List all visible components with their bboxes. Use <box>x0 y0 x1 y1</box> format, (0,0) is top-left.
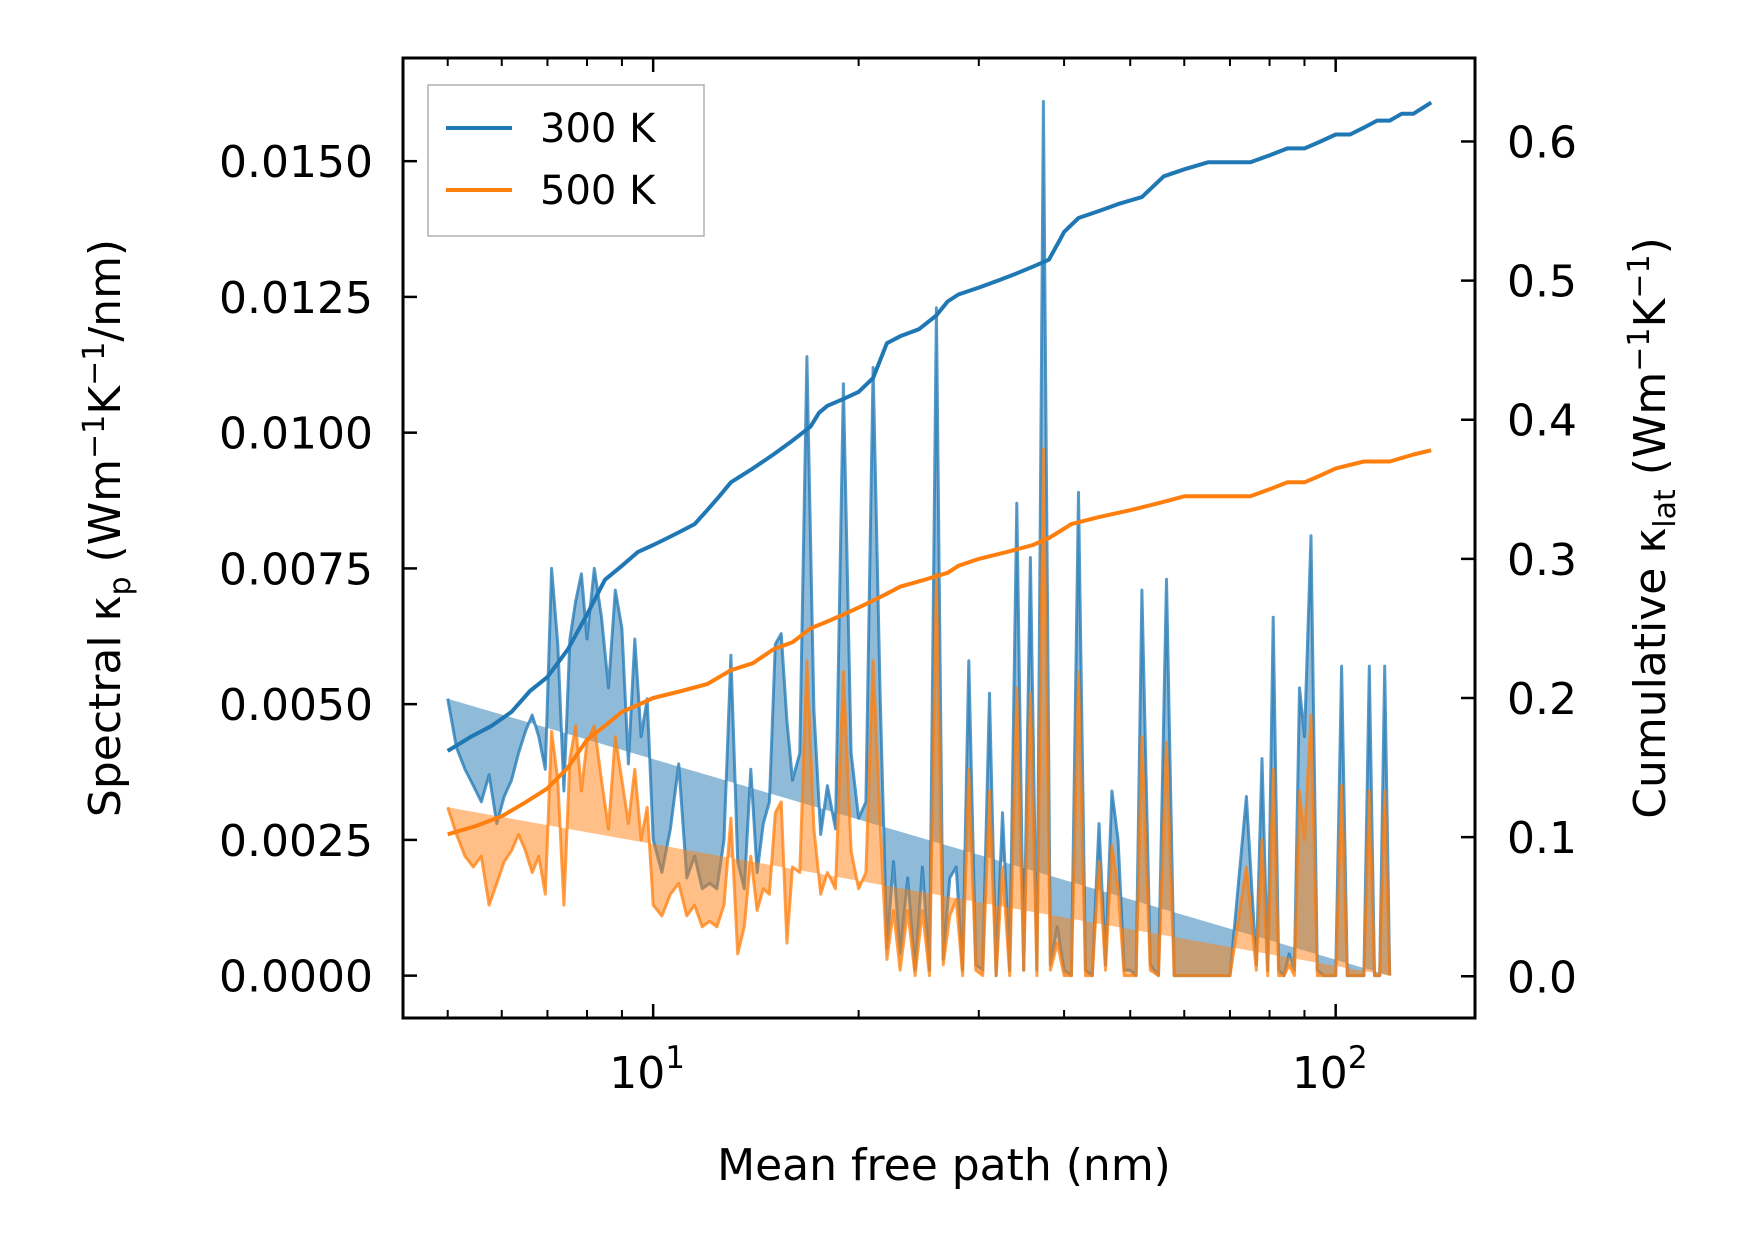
tick-labels: 101 102 0.0000 0.0025 0.0050 0.0075 0.0100 0.01… <box>219 117 1577 1099</box>
y-right-tick-label: 0.1 <box>1507 813 1577 864</box>
plot-frame <box>401 56 1477 1020</box>
y-left-axis-title: Spectral κp (Wm−1K−1/nm) <box>77 239 138 817</box>
spectral-line-500k <box>446 447 1392 978</box>
y-right-title-prefix: Cumulative κ <box>1625 528 1676 819</box>
y-right-tick-label: 0.0 <box>1507 952 1577 1003</box>
y-left-tick-label: 0.0150 <box>219 137 373 188</box>
legend-box <box>427 84 705 237</box>
spectral-layer <box>446 99 1392 978</box>
y-left-tick-label: 0.0050 <box>219 680 373 731</box>
y-left-tick-label: 0.0000 <box>219 952 373 1003</box>
x-axis-title: Mean free path (nm) <box>717 1140 1171 1191</box>
y-left-tick-label: 0.0075 <box>219 544 373 595</box>
axis-ticks <box>403 58 1475 1018</box>
legend-label-300k: 300 K <box>540 106 657 152</box>
legend-label-500k: 500 K <box>540 168 657 214</box>
y-right-tick-label: 0.3 <box>1507 535 1577 586</box>
x-tick-label: 101 <box>609 1040 685 1099</box>
cumulative-line-300k <box>446 100 1433 753</box>
y-right-tick-label: 0.5 <box>1507 257 1577 308</box>
y-right-tick-label: 0.2 <box>1507 674 1577 725</box>
y-left-title-prefix: Spectral κ <box>80 596 131 818</box>
cumulative-layer <box>446 100 1433 837</box>
y-right-title-subscript: lat <box>1648 489 1683 528</box>
y-right-tick-label: 0.6 <box>1507 117 1577 168</box>
y-left-tick-label: 0.0025 <box>219 816 373 867</box>
y-left-title-subscript: p <box>103 576 138 595</box>
cumulative-line-500k <box>447 448 1432 837</box>
x-tick-label: 102 <box>1292 1040 1368 1099</box>
y-left-tick-label: 0.0100 <box>219 409 373 460</box>
y-right-axis-title: Cumulative κlat (Wm−1K−1) <box>1622 237 1683 819</box>
y-right-tick-label: 0.4 <box>1507 396 1577 447</box>
y-left-tick-label: 0.0125 <box>219 273 373 324</box>
spectral-line-300k <box>446 99 1392 978</box>
legend: 300 K 500 K <box>427 84 705 237</box>
